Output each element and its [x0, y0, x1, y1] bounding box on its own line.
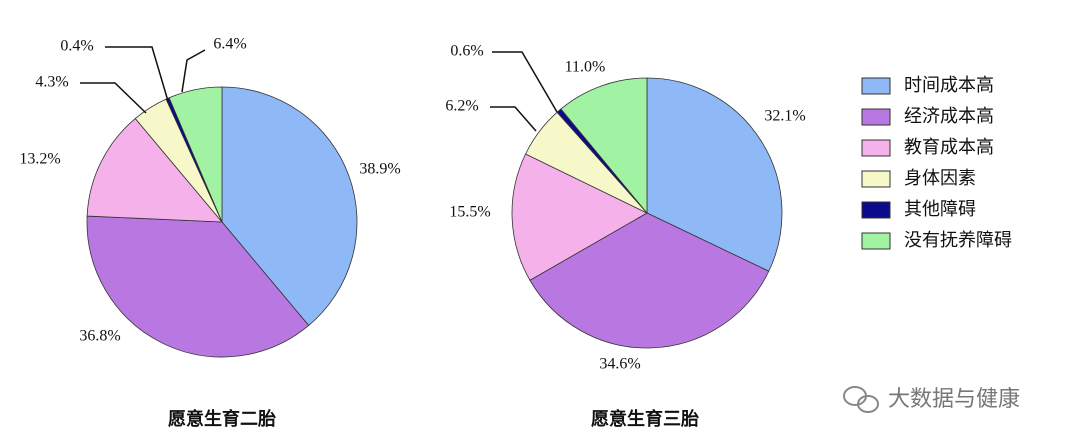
pie-slice: [86, 117, 223, 223]
pie-slice: [221, 86, 358, 327]
pie-slice: [168, 86, 223, 223]
pie-slice: [646, 77, 783, 272]
leader-line: [105, 46, 169, 102]
data-label: 11.0%: [565, 59, 606, 76]
data-label: 0.4%: [60, 38, 93, 55]
data-label: 6.4%: [213, 36, 246, 53]
pie-slice: [511, 153, 648, 281]
legend-swatch: [861, 232, 891, 250]
legend-label: 教育成本高: [904, 137, 994, 158]
leader-line: [80, 82, 147, 114]
data-label: 15.5%: [449, 204, 490, 221]
legend-label: 经济成本高: [904, 106, 994, 127]
data-label: 6.2%: [445, 98, 478, 115]
watermark-icon: [843, 386, 879, 413]
data-label: 0.6%: [450, 43, 483, 60]
data-label: 32.1%: [764, 108, 805, 125]
legend-label: 没有抚养障碍: [904, 230, 1012, 251]
pie-slice: [560, 77, 648, 215]
data-label: 38.9%: [359, 161, 400, 178]
leader-line: [181, 49, 206, 93]
leader-line: [490, 106, 537, 132]
legend-swatch: [861, 108, 891, 126]
watermark: 大数据与健康: [888, 387, 1020, 412]
pie-slice: [86, 215, 310, 358]
leader-line: [492, 51, 558, 113]
legend-label: 身体因素: [904, 168, 976, 189]
data-label: 4.3%: [35, 74, 68, 91]
chart-title: 愿意生育二胎: [168, 408, 276, 430]
legend-swatch: [861, 77, 891, 95]
legend-swatch: [861, 201, 891, 219]
legend-swatch: [861, 170, 891, 188]
data-label: 34.6%: [599, 356, 640, 373]
chart-title: 愿意生育三胎: [591, 408, 699, 430]
data-label: 36.8%: [79, 328, 120, 345]
pie-slice: [529, 212, 770, 349]
legend-label: 其他障碍: [904, 199, 976, 220]
legend-swatch: [861, 139, 891, 157]
data-label: 13.2%: [19, 151, 60, 168]
legend-label: 时间成本高: [904, 75, 994, 96]
